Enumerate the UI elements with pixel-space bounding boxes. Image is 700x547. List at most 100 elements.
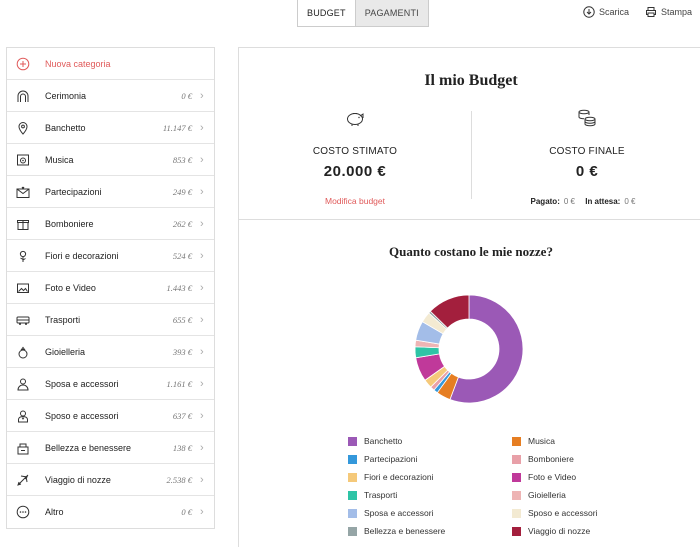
sidebar-item-altro[interactable]: Altro 0 € › [7,496,214,528]
download-icon [583,6,595,18]
legend-item: Gioielleria [512,490,678,500]
legend-item: Banchetto [348,436,512,446]
chevron-right-icon: › [200,89,204,102]
sidebar-item-amount: 138 € [172,442,192,453]
speaker-icon [15,152,31,168]
legend-label: Trasporti [364,490,398,500]
legend-label: Musica [528,436,555,446]
legend-swatch [348,472,357,482]
chart-legend: Banchetto Musica Partecipazioni Bomboniere F… [348,436,678,536]
legend-swatch [512,490,521,500]
sidebar-item-amount: 249 € [172,186,192,197]
sidebar-item-label: Altro [45,507,64,517]
sidebar-item-partecipazioni[interactable]: Partecipazioni 249 € › [7,176,214,208]
download-link[interactable]: Scarica [583,6,629,18]
sidebar-item-sposa[interactable]: Sposa e accessori 1.161 € › [7,368,214,400]
payment-status: Pagato: 0 € In attesa: 0 € [471,197,700,206]
column-divider [471,111,472,199]
sidebar-item-gioielleria[interactable]: Gioielleria 393 € › [7,336,214,368]
legend-item: Musica [512,436,678,446]
legend-swatch [348,490,357,500]
chevron-right-icon: › [200,506,204,518]
legend-label: Bomboniere [528,454,574,464]
chevron-right-icon: › [200,217,204,230]
pending-label: In attesa: [585,197,621,206]
bride-icon [15,376,31,392]
plus-circle-icon [15,56,31,72]
estimated-cost-label: COSTO STIMATO [312,146,398,157]
plane-icon [15,472,31,488]
sidebar-item-label: Gioielleria [45,346,86,357]
legend-swatch [512,436,521,446]
legend-label: Banchetto [364,436,403,446]
legend-label: Gioielleria [528,490,566,500]
sidebar-item-banchetto[interactable]: Banchetto 11.147 € › [7,112,214,144]
legend-swatch [348,508,357,518]
tab-budget[interactable]: BUDGET [298,0,355,26]
new-category-label: Nuova categoria [45,58,111,69]
chevron-right-icon: › [200,185,204,198]
estimated-cost-value: 20.000 € [323,163,387,180]
final-cost-label: COSTO FINALE [549,146,625,157]
sidebar-item-amount: 11.147 € [162,122,192,133]
donut-slice-banchetto [449,294,524,404]
print-link[interactable]: Stampa [645,6,692,18]
sidebar-item-amount: 262 € [172,218,192,229]
donut-slice-viaggio-di-nozze [429,294,470,329]
photo-icon [15,280,31,296]
legend-label: Viaggio di nozze [528,526,591,536]
sidebar-item-label: Viaggio di nozze [45,474,111,485]
sidebar-item-label: Banchetto [45,122,86,133]
sidebar-item-bomboniere[interactable]: Bomboniere 262 € › [7,208,214,240]
sidebar-item-label: Trasporti [45,314,81,325]
more-icon [15,504,31,520]
pending-value: 0 € [624,197,636,206]
sidebar-item-amount: 655 € [172,314,192,325]
legend-label: Sposo e accessori [528,508,598,518]
legend-item: Fiori e decorazioni [348,472,512,482]
legend-item: Sposa e accessori [348,508,512,518]
print-label: Stampa [660,7,692,17]
bus-icon [15,312,31,328]
sidebar-item-foto-video[interactable]: Foto e Video 1.443 € › [7,272,214,304]
sidebar-item-label: Foto e Video [45,282,96,293]
sidebar-item-label: Sposo e accessori [45,410,119,421]
estimated-cost-block: COSTO STIMATO 20.000 € Modifica budget [239,108,471,206]
sidebar-item-amount: 2.538 € [166,474,193,485]
top-actions: Scarica Stampa [583,6,692,18]
chevron-right-icon: › [200,249,204,262]
chevron-right-icon: › [200,153,204,166]
tab-pagamenti[interactable]: PAGAMENTI [354,0,428,26]
page-title: Il mio Budget [424,72,518,89]
sidebar-item-fiori[interactable]: Fiori e decorazioni 524 € › [7,240,214,272]
sidebar-item-label: Partecipazioni [45,186,102,197]
sidebar-item-amount: 1.443 € [166,282,193,293]
download-label: Scarica [598,7,629,17]
sidebar-item-musica[interactable]: Musica 853 € › [7,144,214,176]
sidebar-item-sposo[interactable]: Sposo e accessori 637 € › [7,400,214,432]
legend-item: Bomboniere [512,454,678,464]
paid-label: Pagato: [530,197,560,206]
chevron-right-icon: › [200,121,204,134]
legend-label: Fiori e decorazioni [364,472,434,482]
new-category-button[interactable]: Nuova categoria [7,48,214,80]
edit-budget-link[interactable]: Modifica budget [324,196,385,206]
sidebar-item-trasporti[interactable]: Trasporti 655 € › [7,304,214,336]
sidebar-item-bellezza[interactable]: Bellezza e benessere 138 € › [7,432,214,464]
legend-label: Partecipazioni [364,454,418,464]
sidebar-item-amount: 1.161 € [166,378,193,389]
legend-swatch [348,454,357,464]
legend-swatch [348,526,357,536]
groom-icon [15,408,31,424]
coins-stack-icon [471,108,700,130]
sidebar-item-viaggio[interactable]: Viaggio di nozze 2.538 € › [7,464,214,496]
location-pin-icon [15,120,31,136]
chevron-right-icon: › [200,345,204,358]
legend-swatch [512,454,521,464]
chevron-right-icon: › [200,377,204,390]
sidebar-item-cerimonia[interactable]: Cerimonia 0 € › [7,80,214,112]
legend-item: Trasporti [348,490,512,500]
legend-label: Sposa e accessori [364,508,434,518]
paid-value: 0 € [563,197,575,206]
gift-icon [15,216,31,232]
